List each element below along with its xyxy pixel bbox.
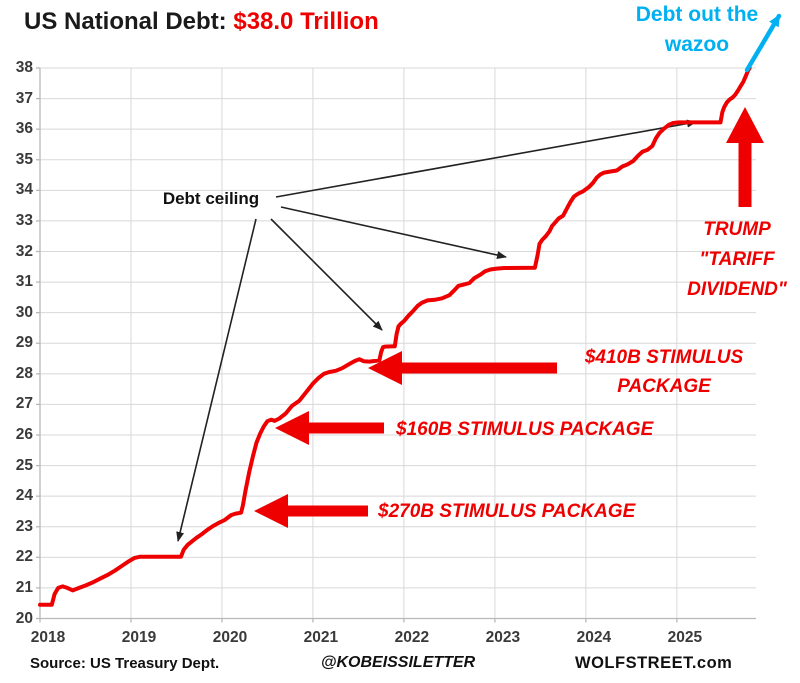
gridlines (40, 67, 756, 619)
debt-ceiling-label: Debt ceiling (162, 189, 260, 208)
wazoo-line1: Debt out the (635, 3, 759, 26)
x-tick-label: 2018 (30, 629, 66, 646)
y-tick-label: 28 (15, 364, 33, 382)
y-tick-label: 24 (15, 487, 33, 505)
chart-title-prefix: US National Debt: (24, 8, 234, 35)
y-tick-label: 30 (15, 303, 33, 321)
stimulus-160-label: $160B STIMULUS PACKAGE (396, 419, 654, 440)
x-tick-label: 2020 (212, 629, 248, 646)
kobeissi-handle: @KOBEISSILETTER (320, 654, 476, 671)
y-tick-label: 20 (15, 609, 33, 627)
y-tick-label: 36 (15, 120, 33, 138)
stimulus-410-line2: PACKAGE (617, 376, 711, 397)
y-tick-label: 34 (15, 181, 33, 199)
wolfstreet-credit: WOLFSTREET.com (575, 654, 733, 672)
y-tick-label: 33 (15, 211, 33, 229)
debt-line (38, 66, 752, 607)
chart-title-value: $38.0 Trillion (233, 8, 379, 35)
stimulus-410-line1: $410B STIMULUS (584, 347, 744, 368)
trump-line2: "TARIFF (699, 249, 775, 270)
x-tick-label: 2024 (576, 629, 612, 646)
chart-title: US National Debt: $38.0 Trillion (24, 8, 379, 36)
y-tick-label: 31 (15, 273, 33, 291)
trump-tariff-label: TRUMP "TARIFF DIVIDEND" (655, 215, 800, 305)
y-tick-label: 32 (15, 242, 33, 260)
source-credit: Source: US Treasury Dept. (30, 655, 220, 672)
trump-line3: DIVIDEND" (687, 279, 787, 300)
y-tick-label: 37 (15, 89, 33, 107)
stimulus-270-label: $270B STIMULUS PACKAGE (378, 501, 636, 522)
wazoo-arrow (744, 13, 782, 73)
stimulus-410-label: $410B STIMULUS PACKAGE (563, 343, 765, 401)
wazoo-annotation: Debt out the wazoo (598, 0, 796, 60)
x-tick-label: 2022 (394, 629, 430, 646)
y-tick-label: 25 (15, 456, 33, 474)
debt-ceiling-arrows (176, 119, 697, 542)
y-tick-label: 29 (15, 334, 33, 352)
x-tick-label: 2021 (303, 629, 339, 646)
y-tick-label: 22 (15, 548, 33, 566)
stimulus-arrows (254, 107, 764, 528)
y-tick-label: 21 (15, 578, 33, 596)
x-tick-label: 2025 (667, 629, 703, 646)
y-tick-label: 23 (15, 517, 33, 535)
axes (36, 67, 756, 623)
x-tick-label: 2019 (121, 629, 157, 646)
wazoo-line2: wazoo (664, 33, 730, 56)
y-tick-label: 35 (15, 150, 33, 168)
y-tick-label: 38 (15, 59, 33, 76)
trump-line1: TRUMP (703, 219, 771, 240)
y-tick-label: 26 (15, 426, 33, 443)
x-tick-label: 2023 (485, 629, 521, 646)
y-tick-label: 27 (15, 395, 33, 413)
